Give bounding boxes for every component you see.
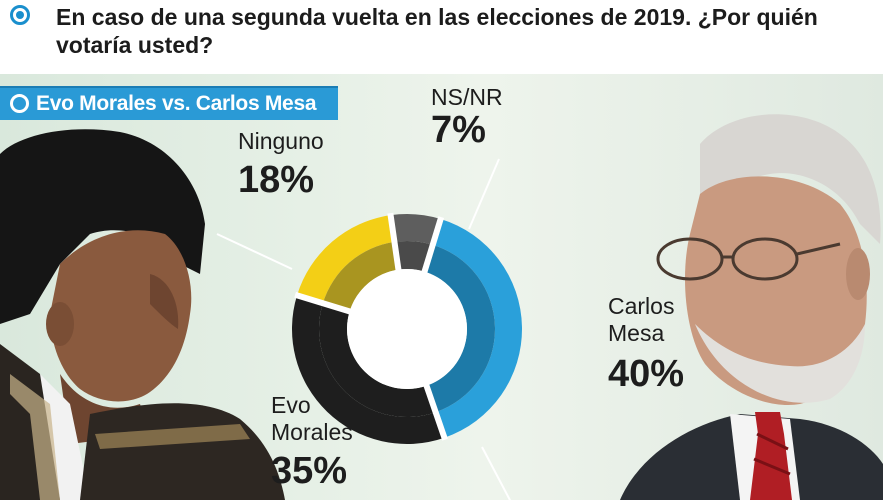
slice-label-carlos-mesa-line1: Carlos [608,293,675,319]
label-ns-nr: NS/NR 7% [431,84,503,151]
donut-slice-inner-evo-morales [319,303,436,418]
donut-slice-inner-ns-nr [394,241,433,272]
photo-carlos-mesa [620,114,883,500]
slice-label-evo-morales-line1: Evo [271,392,311,418]
label-carlos-mesa: Carlos Mesa 40% [608,293,684,395]
slice-label-ninguno: Ninguno [238,128,324,154]
slice-label-ns-nr: NS/NR [431,84,503,110]
slice-value-ns-nr: 7% [431,109,486,151]
circle-bullet-icon [10,5,30,25]
donut-separator [294,291,353,315]
page-title: En caso de una segunda vuelta en las ele… [56,4,818,58]
slice-value-ninguno: 18% [238,159,315,201]
matchup-tag-text: Evo Morales vs. Carlos Mesa [36,92,317,115]
donut-slice-outer-ns-nr [390,214,441,245]
slice-label-carlos-mesa-line2: Mesa [608,320,665,346]
donut-slice-outer-evo-morales [292,295,445,445]
donut-slice-outer-ninguno [297,215,395,304]
leader-line [216,233,293,270]
chart-panel: NS/NR 7% Ninguno 18% Carlos Mesa 40% Evo… [0,74,883,500]
donut-slice-inner-carlos-mesa [424,244,495,413]
donut-slice-outer-carlos-mesa [432,219,522,438]
slice-label-evo-morales-line2: Morales [271,419,353,445]
circle-bullet-icon [10,94,29,113]
donut-slice-inner-ninguno [322,241,399,312]
donut-chart [216,158,522,500]
leader-line [468,158,500,230]
donut-separator [387,212,402,273]
slice-value-evo-morales: 35% [271,450,348,492]
leader-line [481,446,512,500]
donut-separator [421,216,445,275]
photo-evo-morales [0,129,285,500]
label-evo-morales: Evo Morales 35% [271,392,353,492]
slice-value-carlos-mesa: 40% [608,353,685,395]
label-ninguno: Ninguno 18% [238,128,324,201]
donut-center-hole [347,269,467,389]
header: En caso de una segunda vuelta en las ele… [0,0,883,66]
matchup-tag: Evo Morales vs. Carlos Mesa [0,86,338,120]
donut-separator [423,382,448,441]
